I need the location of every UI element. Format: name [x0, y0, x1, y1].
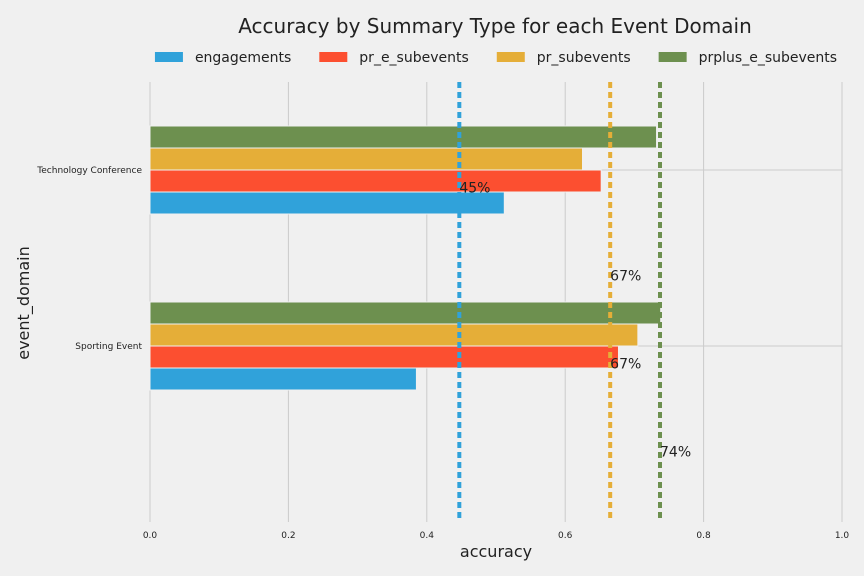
- x-tick-label: 0.2: [281, 531, 295, 541]
- legend-swatch-prplus_e_subevents: [658, 52, 687, 62]
- x-tick-label: 0.8: [696, 531, 711, 541]
- legend-label: prplus_e_subevents: [699, 50, 837, 66]
- legend-label: pr_e_subevents: [359, 50, 468, 66]
- bar-engagements: [149, 367, 417, 391]
- bar-pr_e_subevents: [149, 345, 619, 369]
- reference-label: 67%: [610, 357, 641, 373]
- reference-lines: 45% 67% 67% 74%: [457, 82, 691, 522]
- y-tick-label: Sporting Event: [75, 342, 142, 352]
- legend-label: pr_subevents: [537, 50, 631, 66]
- chart-title: Accuracy by Summary Type for each Event …: [238, 14, 752, 38]
- reference-label: 45%: [459, 181, 490, 197]
- legend-swatch-engagements: [154, 52, 183, 62]
- y-ticks: Technology Conference Sporting Event: [36, 166, 142, 352]
- reference-label: 67%: [610, 269, 641, 285]
- legend-label: engagements: [195, 50, 291, 66]
- x-tick-label: 1.0: [835, 531, 850, 541]
- bar-prplus_e_subevents: [149, 301, 662, 325]
- x-ticks: 0.0 0.2 0.4 0.6 0.8 1.0: [143, 531, 850, 541]
- bar-pr_subevents: [149, 147, 583, 171]
- x-axis-label: accuracy: [460, 542, 532, 561]
- x-tick-label: 0.4: [420, 531, 435, 541]
- x-tick-label: 0.6: [558, 531, 573, 541]
- bars: [149, 125, 662, 391]
- legend-swatch-pr_subevents: [496, 52, 525, 62]
- y-tick-label: Technology Conference: [36, 166, 142, 176]
- legend-swatch-pr_e_subevents: [319, 52, 348, 62]
- x-tick-label: 0.0: [143, 531, 158, 541]
- y-axis-label: event_domain: [14, 246, 34, 360]
- bar-engagements: [149, 191, 505, 215]
- bar-pr_e_subevents: [149, 169, 602, 193]
- bar-prplus_e_subevents: [149, 125, 658, 149]
- legend: engagements pr_e_subevents pr_subevents prp…: [154, 50, 837, 66]
- reference-label: 74%: [660, 445, 691, 461]
- bar-pr_subevents: [149, 323, 639, 347]
